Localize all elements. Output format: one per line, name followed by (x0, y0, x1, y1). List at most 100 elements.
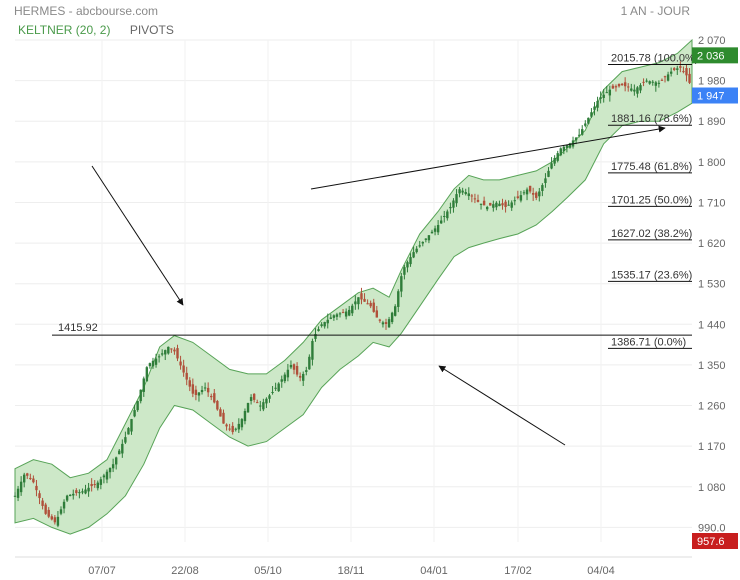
candle-body (81, 491, 84, 493)
candle-body (476, 199, 480, 202)
candle-body (528, 185, 532, 192)
candle-body (311, 341, 314, 360)
candle-body (688, 73, 691, 83)
candle-body (320, 324, 323, 326)
grid (15, 39, 692, 542)
candle-body (283, 374, 287, 382)
candle-body (289, 364, 293, 368)
candle-body (513, 200, 516, 202)
candle-body (461, 190, 464, 193)
candle-body (602, 94, 605, 99)
x-tick-label: 07/07 (88, 565, 116, 577)
y-tick-label: 1 800 (698, 157, 726, 169)
candle-body (639, 85, 642, 91)
candle-body (56, 516, 60, 526)
candle-body (197, 392, 201, 396)
candle-body (142, 378, 145, 392)
candle-body (473, 198, 477, 200)
x-axis: 07/07 22/08 05/10 18/11 04/01 17/02 04/04 (15, 556, 692, 577)
candle-body (139, 389, 142, 402)
fib-label: 1775.48 (61.8%) (611, 161, 692, 173)
candle-body (495, 202, 498, 208)
candle-body (593, 106, 596, 110)
candle-body (344, 311, 348, 317)
candle-body (102, 475, 106, 478)
candle-body (623, 82, 627, 87)
candle-body (393, 306, 397, 316)
candle-body (544, 178, 547, 184)
candle-body (75, 490, 78, 494)
candle-body (400, 276, 403, 292)
candle-body (498, 203, 501, 207)
y-tick-label: 1 890 (698, 116, 726, 128)
candle-body (170, 348, 173, 350)
candle-body (194, 389, 198, 396)
candle-body (216, 400, 219, 410)
candle-body (44, 504, 47, 514)
candle-body (590, 112, 593, 117)
candle-body (252, 393, 256, 400)
candle-body (222, 412, 225, 424)
candle-body (237, 423, 241, 430)
candle-body (470, 195, 474, 197)
candle-body (191, 384, 195, 394)
candle-body (50, 516, 53, 520)
candle-body (464, 192, 467, 194)
y-tick-label: 1 260 (698, 401, 726, 413)
candle-body (127, 428, 130, 435)
candle-body (492, 204, 495, 208)
candle-body (148, 363, 152, 367)
candle-body (535, 192, 538, 198)
candle-body (47, 509, 50, 517)
candle-body (366, 303, 369, 305)
candle-body (427, 235, 431, 241)
candle-body (553, 157, 556, 164)
resistance-label: 1415.92 (58, 322, 98, 334)
candle-body (522, 192, 526, 194)
candle-body (455, 194, 458, 204)
candle-body (657, 82, 661, 84)
candle-body (305, 370, 308, 372)
candle-body (256, 402, 259, 404)
candle-body (13, 495, 17, 497)
candle-body (568, 143, 572, 148)
candle-body (182, 365, 185, 373)
candle-body (335, 314, 339, 317)
candle-body (605, 92, 608, 94)
candle-body (369, 302, 372, 307)
candle-body (599, 97, 602, 99)
candle-body (458, 189, 461, 194)
candle-body (225, 424, 228, 427)
candle-body (446, 211, 449, 219)
candle-body (648, 81, 651, 84)
candle-body (577, 134, 581, 136)
y-tick-label: 1 710 (698, 197, 726, 209)
price-tag-label: 1 947 (697, 91, 725, 103)
candle-body (654, 82, 658, 86)
candle-body (354, 301, 357, 305)
candle-body (538, 191, 541, 197)
candle-body (406, 262, 409, 268)
pivots-label[interactable]: PIVOTS (129, 23, 174, 37)
keltner-label[interactable]: KELTNER (20, 2) (18, 23, 111, 37)
candle-body (642, 81, 645, 83)
candle-body (323, 322, 326, 327)
candle-body (90, 484, 93, 487)
candle-body (467, 193, 470, 197)
candle-body (259, 405, 262, 407)
candle-body (620, 83, 624, 86)
candle-body (121, 443, 124, 454)
candle-body (68, 494, 72, 497)
candle-body (167, 346, 170, 354)
x-tick-label: 17/02 (504, 565, 532, 577)
candle-body (443, 215, 446, 217)
candle-body (547, 170, 550, 177)
candle-body (418, 245, 421, 247)
candle-body (375, 310, 379, 318)
x-tick-label: 22/08 (171, 565, 199, 577)
candle-body (541, 185, 544, 192)
price-tag (692, 47, 738, 64)
candle-body (87, 487, 90, 492)
x-tick-label: 04/04 (587, 565, 615, 577)
